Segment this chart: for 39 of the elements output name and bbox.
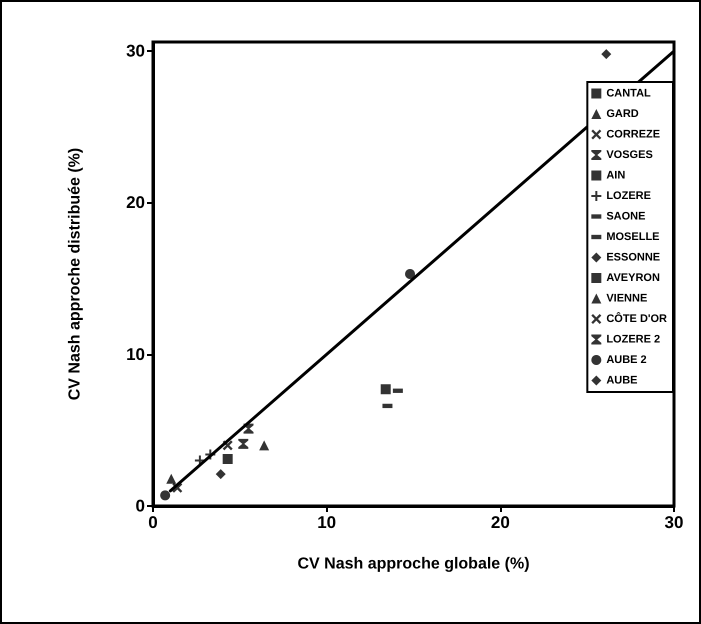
y-tick-label: 30 <box>126 42 145 61</box>
point <box>205 449 216 460</box>
point <box>244 424 254 434</box>
legend-label: CÔTE D'OR <box>606 312 668 325</box>
legend-label: LOZERE 2 <box>606 334 660 346</box>
point <box>166 474 176 484</box>
point <box>380 384 391 394</box>
y-tick-label: 10 <box>126 344 145 364</box>
legend-label: AUBE 2 <box>606 354 647 366</box>
x-tick-label: 20 <box>490 513 510 532</box>
y-tick-label: 0 <box>136 496 145 516</box>
point <box>259 440 270 450</box>
point <box>194 456 205 466</box>
point <box>222 440 233 450</box>
legend-label: GARD <box>606 108 639 120</box>
legend-label: LOZERE <box>606 190 651 202</box>
y-tick-label: 20 <box>126 193 145 212</box>
legend-label: AVEYRON <box>606 272 660 284</box>
x-tick-label: 30 <box>664 513 684 532</box>
legend-label: ESSONNE <box>606 252 660 264</box>
point <box>601 49 612 60</box>
point <box>172 482 182 493</box>
x-tick-label: 10 <box>317 513 336 532</box>
legend-label: VOSGES <box>606 149 653 161</box>
x-tick-label: 0 <box>148 513 158 532</box>
x-axis-title: CV Nash approche globale (%) <box>297 556 530 572</box>
legend-label: SAONE <box>606 210 646 222</box>
legend-label: AIN <box>606 170 626 182</box>
point <box>405 269 416 279</box>
legend-label: AUBE <box>606 374 638 386</box>
point <box>160 490 170 500</box>
legend-label: MOSELLE <box>606 231 660 243</box>
point <box>216 469 226 480</box>
legend-label: CORREZE <box>606 128 660 140</box>
legend-label: VIENNE <box>606 292 648 304</box>
point <box>222 454 233 464</box>
legend-label: CANTAL <box>606 88 652 100</box>
y-axis-title: CV Nash approche distribuée (%) <box>66 148 84 400</box>
point <box>238 438 248 449</box>
